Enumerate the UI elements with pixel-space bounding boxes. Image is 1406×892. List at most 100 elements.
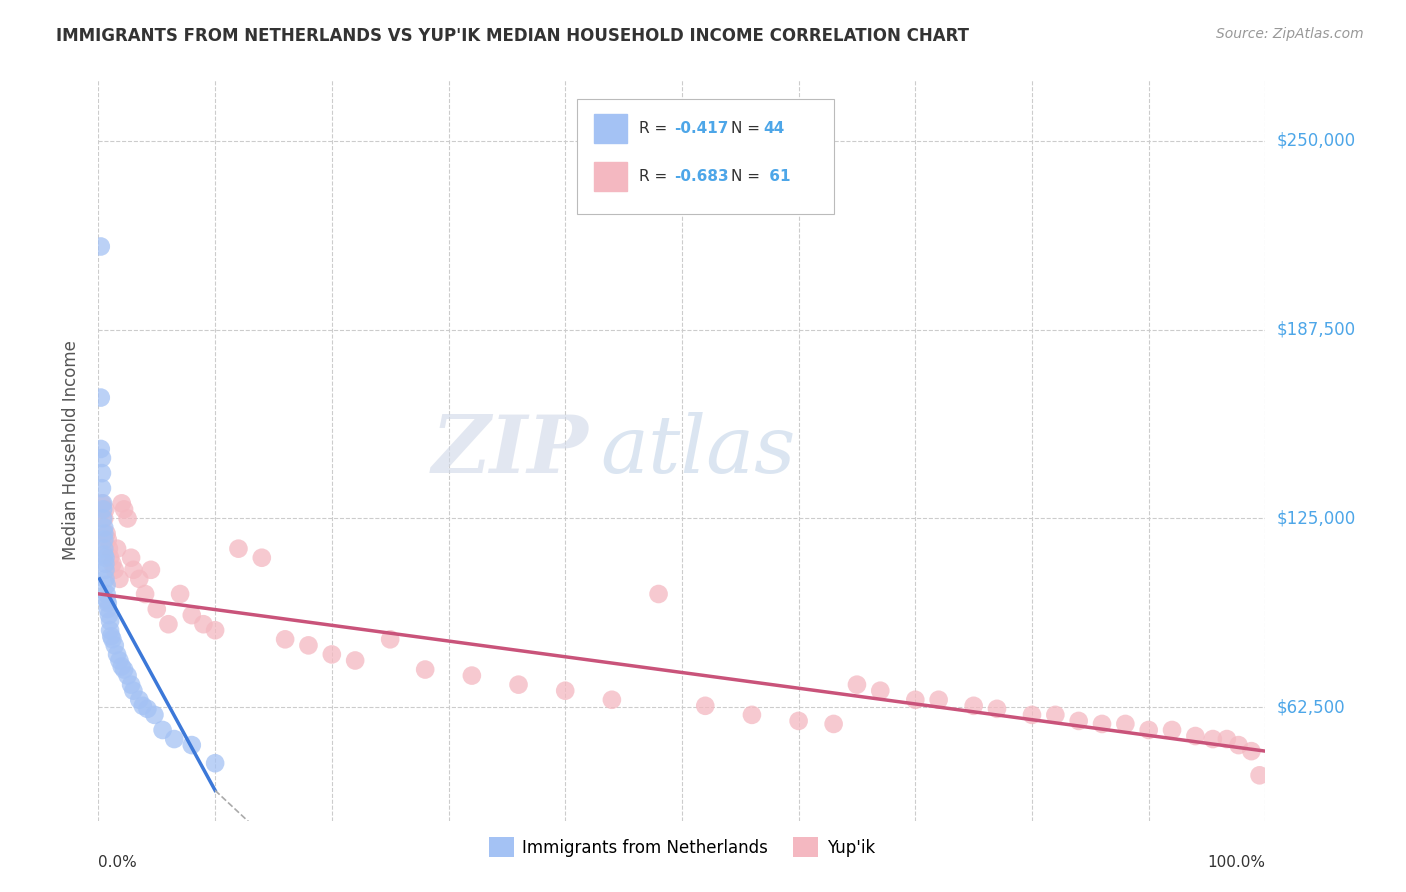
Text: N =: N = xyxy=(731,169,765,184)
Point xyxy=(869,683,891,698)
Point xyxy=(105,648,128,662)
Point xyxy=(90,466,112,480)
Text: atlas: atlas xyxy=(600,412,796,489)
Point xyxy=(96,578,118,592)
Text: -0.417: -0.417 xyxy=(673,121,728,136)
Point xyxy=(97,602,120,616)
Point xyxy=(112,663,135,677)
Point xyxy=(111,659,134,673)
Point xyxy=(105,541,128,556)
Text: IMMIGRANTS FROM NETHERLANDS VS YUP'IK MEDIAN HOUSEHOLD INCOME CORRELATION CHART: IMMIGRANTS FROM NETHERLANDS VS YUP'IK ME… xyxy=(56,27,969,45)
Point xyxy=(90,481,112,495)
Point xyxy=(962,698,984,713)
Point xyxy=(554,683,576,698)
Point xyxy=(101,632,124,647)
Point xyxy=(128,692,150,706)
Point xyxy=(1240,744,1263,758)
Point xyxy=(97,596,120,610)
Legend: Immigrants from Netherlands, Yup'ik: Immigrants from Netherlands, Yup'ik xyxy=(482,830,882,864)
Point xyxy=(1227,738,1250,752)
Point xyxy=(122,563,145,577)
Point xyxy=(96,526,118,541)
Point xyxy=(157,617,180,632)
Point xyxy=(100,629,122,643)
Bar xyxy=(595,113,627,144)
Point xyxy=(1114,717,1136,731)
Text: Source: ZipAtlas.com: Source: ZipAtlas.com xyxy=(1216,27,1364,41)
Text: 44: 44 xyxy=(763,121,785,136)
Point xyxy=(146,602,169,616)
Point xyxy=(647,587,669,601)
Point xyxy=(90,391,112,405)
Point xyxy=(508,678,530,692)
Point xyxy=(112,502,135,516)
Point xyxy=(90,450,112,465)
Text: $187,500: $187,500 xyxy=(1277,320,1355,339)
Point xyxy=(986,702,1008,716)
Point xyxy=(94,550,117,565)
Point xyxy=(1091,717,1114,731)
Point xyxy=(96,593,118,607)
Point xyxy=(163,732,186,747)
Point xyxy=(93,526,115,541)
Point xyxy=(152,723,174,737)
Point xyxy=(297,639,319,653)
Point xyxy=(139,563,162,577)
Point xyxy=(98,624,121,638)
Point xyxy=(1184,729,1206,743)
Point xyxy=(96,587,118,601)
Point xyxy=(94,502,117,516)
Point xyxy=(193,617,215,632)
Point xyxy=(600,692,623,706)
Point xyxy=(250,550,273,565)
Point xyxy=(846,678,869,692)
Point xyxy=(93,541,115,556)
Point xyxy=(1045,707,1067,722)
Point xyxy=(93,548,115,562)
Point xyxy=(1067,714,1090,728)
Point xyxy=(823,717,845,731)
Point xyxy=(928,692,950,706)
Text: -0.683: -0.683 xyxy=(673,169,728,184)
Point xyxy=(132,698,155,713)
Point xyxy=(90,239,112,253)
Point xyxy=(117,511,139,525)
Point xyxy=(1021,707,1043,722)
Point xyxy=(93,511,115,525)
Point xyxy=(180,738,202,752)
Point xyxy=(134,587,156,601)
Point xyxy=(104,563,127,577)
Point xyxy=(321,648,343,662)
Text: $125,000: $125,000 xyxy=(1277,509,1355,527)
Point xyxy=(98,550,121,565)
Point xyxy=(108,653,131,667)
Point xyxy=(97,533,120,547)
Point xyxy=(904,692,927,706)
Point xyxy=(1161,723,1184,737)
Point xyxy=(94,557,117,571)
Point xyxy=(122,683,145,698)
Point xyxy=(204,624,226,638)
Point xyxy=(91,496,114,510)
Bar xyxy=(595,161,627,191)
Point xyxy=(120,550,142,565)
Point xyxy=(741,707,763,722)
Text: 61: 61 xyxy=(763,169,790,184)
Point xyxy=(1249,768,1271,782)
Point xyxy=(93,520,115,534)
Point xyxy=(180,608,202,623)
Point xyxy=(111,496,134,510)
Point xyxy=(117,668,139,682)
Point xyxy=(1137,723,1160,737)
Point xyxy=(108,572,131,586)
Y-axis label: Median Household Income: Median Household Income xyxy=(62,341,80,560)
Text: $62,500: $62,500 xyxy=(1277,698,1346,716)
Point xyxy=(101,557,124,571)
Point xyxy=(1216,732,1239,747)
Point xyxy=(90,496,112,510)
Text: R =: R = xyxy=(638,169,672,184)
Point xyxy=(120,678,142,692)
Point xyxy=(93,533,115,547)
Point xyxy=(380,632,402,647)
Point xyxy=(274,632,297,647)
